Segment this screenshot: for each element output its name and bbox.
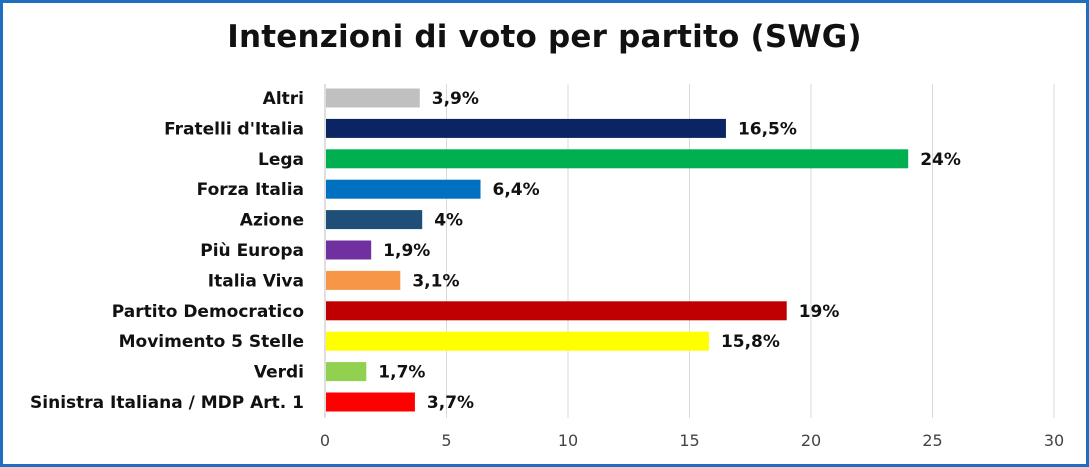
value-label: 19% xyxy=(799,302,840,322)
value-label: 16,5% xyxy=(738,119,797,139)
bar xyxy=(326,210,423,230)
value-label: 4% xyxy=(434,211,463,231)
x-tick-label: 15 xyxy=(679,431,699,450)
bar xyxy=(326,301,787,321)
bar xyxy=(326,149,909,169)
chart-title: Intenzioni di voto per partito (SWG) xyxy=(227,19,862,55)
x-tick-label: 30 xyxy=(1044,431,1064,450)
category-label: Sinistra Italiana / MDP Art. 1 xyxy=(30,393,304,413)
value-label: 15,8% xyxy=(721,332,780,352)
x-tick-label: 10 xyxy=(558,431,578,450)
bar xyxy=(326,179,481,199)
bar xyxy=(326,88,420,108)
value-label: 6,4% xyxy=(493,180,540,200)
value-label: 3,1% xyxy=(412,271,459,291)
bar xyxy=(326,270,401,290)
bar xyxy=(326,240,372,260)
value-label: 1,9% xyxy=(383,241,430,261)
bar xyxy=(326,118,726,138)
value-label: 3,9% xyxy=(432,89,479,109)
category-label: Forza Italia xyxy=(197,180,304,200)
category-label: Lega xyxy=(258,150,304,170)
category-label: Più Europa xyxy=(200,241,304,261)
category-label: Altri xyxy=(263,89,304,109)
x-tick-label: 5 xyxy=(441,431,451,450)
category-label: Italia Viva xyxy=(208,271,304,291)
value-label: 1,7% xyxy=(378,363,425,383)
value-label: 3,7% xyxy=(427,393,474,413)
x-tick-label: 25 xyxy=(922,431,942,450)
category-label: Movimento 5 Stelle xyxy=(119,332,304,352)
category-label: Verdi xyxy=(254,363,304,383)
bar xyxy=(326,362,367,382)
x-tick-label: 20 xyxy=(801,431,821,450)
category-label: Azione xyxy=(240,211,304,231)
bar xyxy=(326,331,709,351)
category-label: Fratelli d'Italia xyxy=(164,119,304,139)
value-label: 24% xyxy=(920,150,961,170)
bar xyxy=(326,392,415,412)
x-tick-label: 0 xyxy=(320,431,330,450)
category-label: Partito Democratico xyxy=(112,302,304,322)
